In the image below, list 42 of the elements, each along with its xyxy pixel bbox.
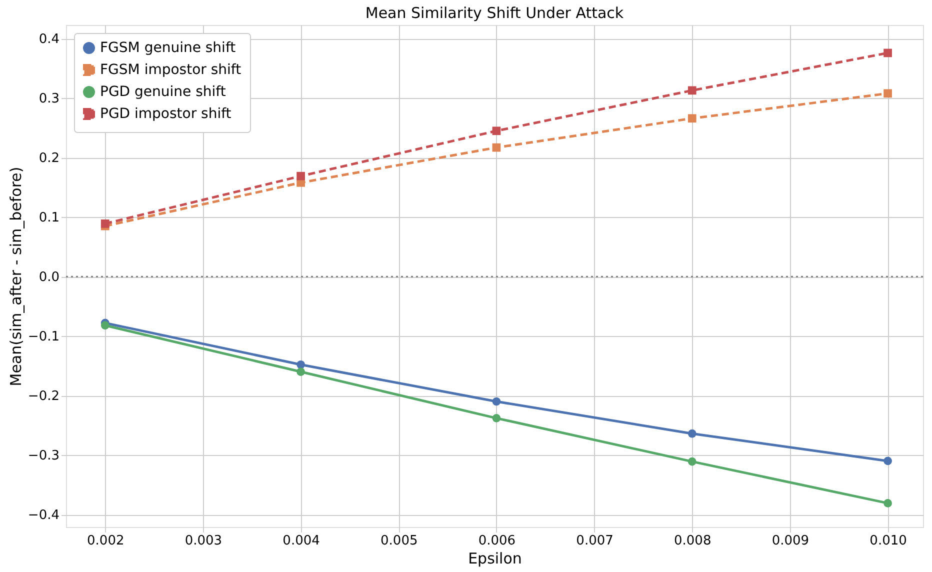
point: [100, 321, 110, 330]
point: [492, 397, 501, 406]
legend-label: PGD genuine shift: [100, 84, 226, 100]
y-tick-label: 0.4: [38, 32, 60, 48]
point: [296, 172, 305, 180]
y-tick-label: 0.2: [38, 151, 60, 166]
y-tick-label: 0.3: [38, 92, 60, 107]
y-axis-title: Mean(sim_after - sim_before): [6, 166, 25, 386]
point: [884, 499, 892, 508]
x-tick-label: 0.008: [674, 534, 712, 548]
x-tick-label: 0.006: [478, 534, 516, 548]
point: [492, 143, 501, 152]
x-tick-label: 0.005: [380, 534, 418, 548]
legend-label: PGD impostor shift: [100, 106, 232, 122]
legend-label: FGSM impostor shift: [100, 62, 242, 78]
y-tick-label: −0.3: [28, 448, 60, 464]
x-tick-label: 0.002: [87, 534, 124, 548]
x-tick-label: 0.010: [870, 534, 907, 548]
y-tick-label: 0.0: [38, 270, 60, 286]
x-tick-label: 0.007: [576, 534, 614, 548]
x-tick-label: 0.004: [282, 534, 320, 548]
y-tick-label: 0.1: [38, 210, 60, 226]
x-tick-label: 0.003: [184, 534, 222, 548]
point: [884, 89, 892, 98]
x-axis-title: Epsilon: [468, 550, 522, 568]
point: [492, 126, 501, 136]
point: [492, 414, 501, 422]
chart-title: Mean Similarity Shift Under Attack: [365, 4, 624, 22]
y-tick-label: −0.2: [28, 389, 60, 404]
point: [688, 429, 696, 438]
point: [688, 457, 696, 466]
legend-label: FGSM genuine shift: [100, 40, 236, 56]
point: [884, 48, 892, 58]
point: [688, 86, 696, 95]
y-tick-label: −0.4: [28, 508, 60, 524]
y-tick-label: −0.1: [28, 330, 60, 345]
x-tick-label: 0.009: [772, 534, 810, 548]
point: [296, 368, 305, 376]
point: [884, 456, 892, 466]
point: [100, 219, 110, 228]
point: [296, 360, 305, 369]
point: [688, 114, 696, 123]
